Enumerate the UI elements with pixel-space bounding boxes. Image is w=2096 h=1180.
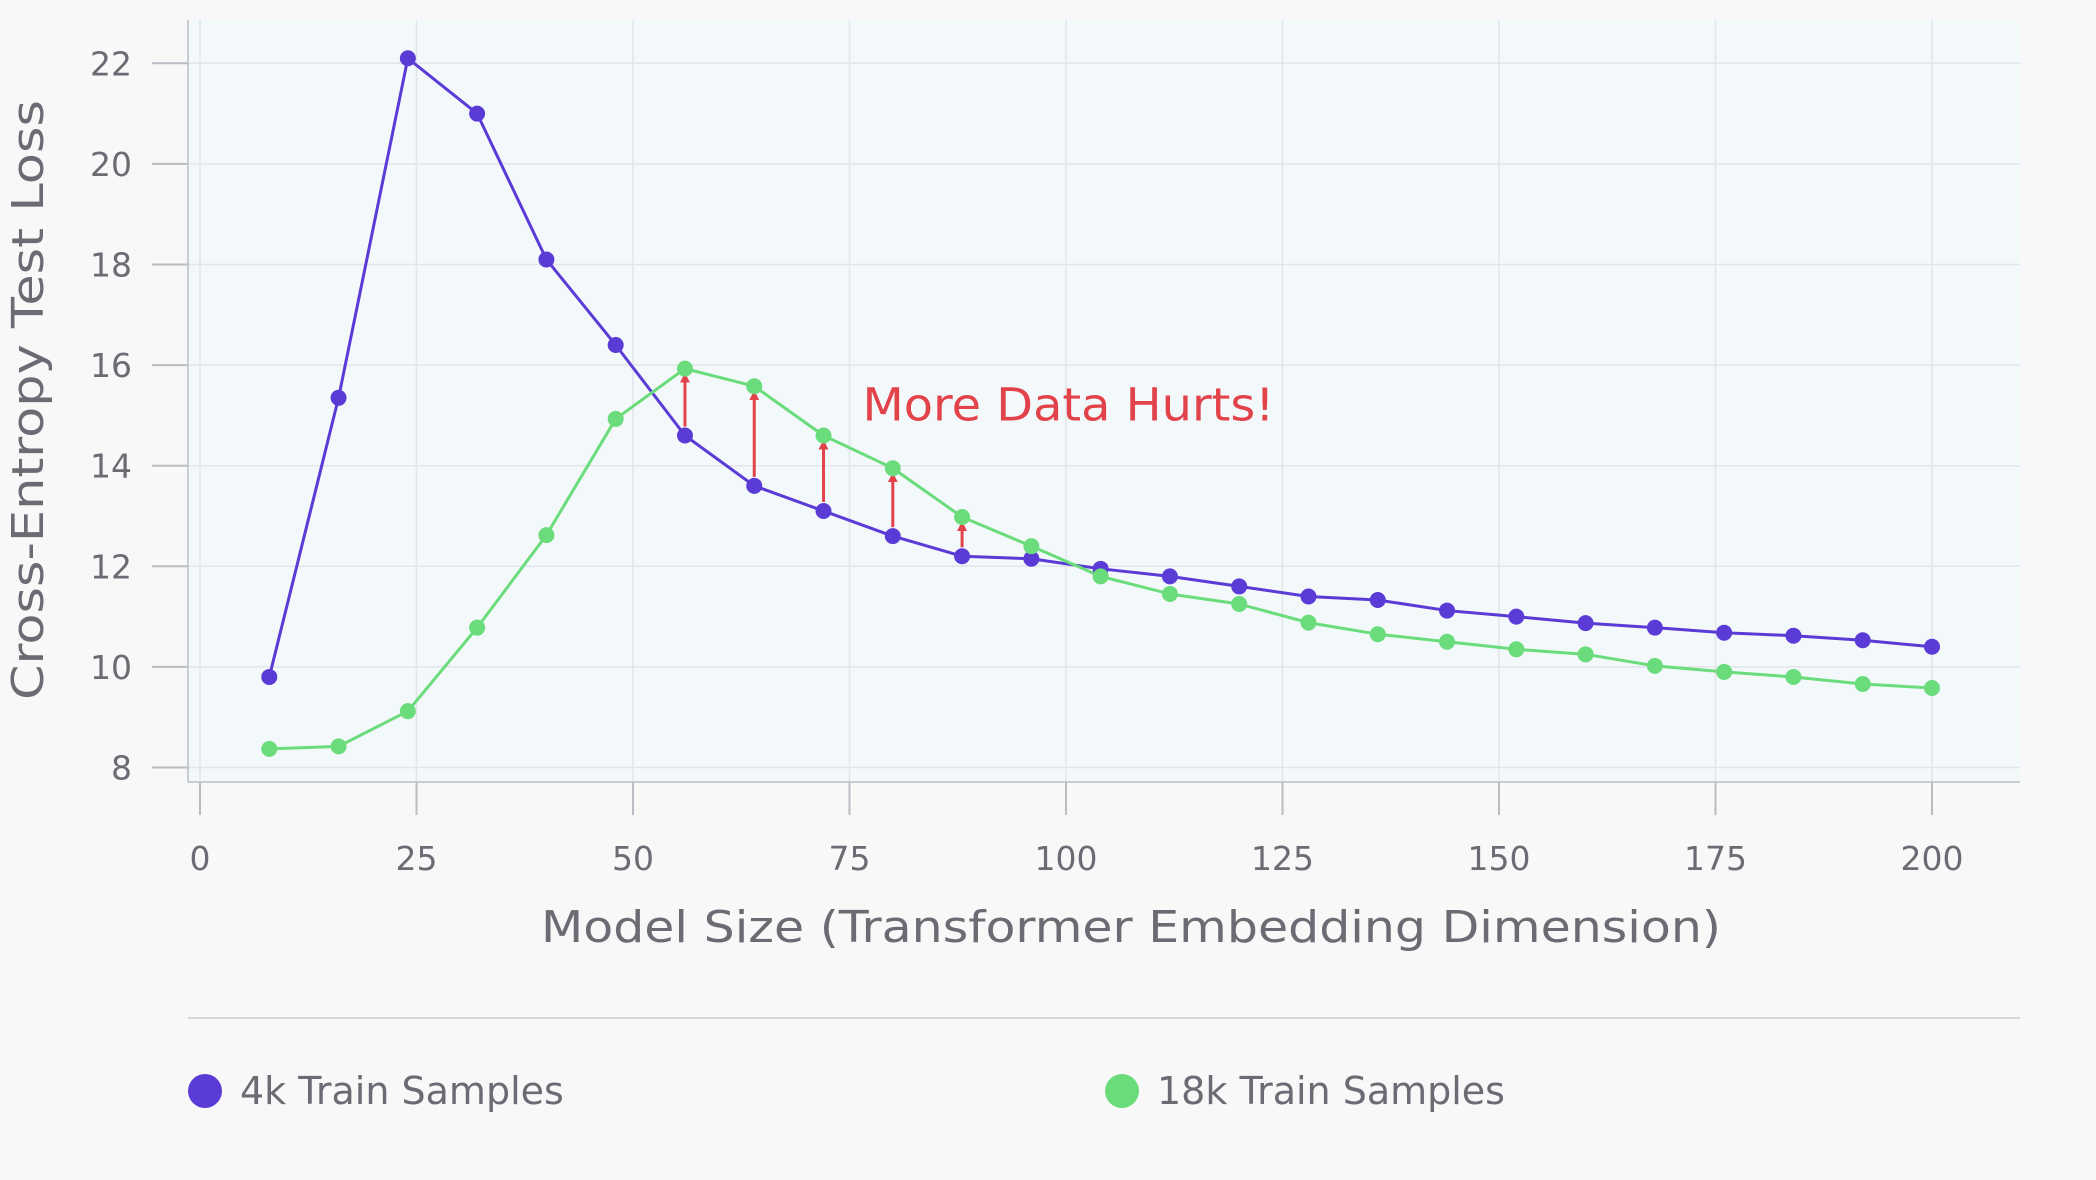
data-point-series-2 [1716,663,1733,680]
data-point-series-2 [1092,568,1109,585]
data-point-series-1 [1785,627,1802,644]
x-tick-label: 150 [1468,839,1531,878]
data-point-series-1 [676,427,693,444]
data-point-series-2 [954,509,971,526]
data-point-series-1 [261,668,278,685]
x-tick-label: 0 [190,839,211,878]
legend-marker-1 [188,1074,222,1108]
data-point-series-2 [1300,614,1317,631]
data-point-series-2 [815,427,832,444]
data-point-series-2 [884,460,901,477]
data-point-series-2 [1231,596,1248,613]
data-point-series-1 [330,389,347,406]
data-point-series-2 [330,738,347,755]
y-tick-label: 22 [90,44,132,83]
y-ticks: 8 10 12 14 16 18 20 22 [90,44,188,788]
legend: 4k Train Samples 18k Train Samples [188,1069,1505,1113]
y-tick-label: 10 [90,648,132,687]
data-point-series-1 [1023,550,1040,567]
data-point-series-1 [1646,619,1663,636]
y-tick-label: 18 [90,246,132,285]
data-point-series-1 [469,105,486,122]
data-point-series-1 [1577,615,1594,632]
annotation-label: More Data Hurts! [862,378,1274,431]
data-point-series-1 [1508,608,1525,625]
y-tick-label: 14 [90,447,132,486]
data-point-series-1 [538,251,555,268]
data-point-series-1 [884,528,901,545]
data-point-series-2 [261,740,278,757]
data-point-series-2 [1646,657,1663,674]
data-point-series-1 [1231,578,1248,595]
data-point-series-2 [1577,646,1594,663]
legend-marker-2 [1105,1074,1139,1108]
data-point-series-1 [1369,592,1386,609]
data-point-series-1 [607,336,624,353]
points [261,50,1940,757]
data-point-series-2 [1023,538,1040,555]
data-point-series-2 [676,360,693,377]
y-axis-title: Cross-Entropy Test Loss [3,100,54,700]
x-tick-label: 175 [1684,839,1747,878]
y-tick-label: 16 [90,346,132,385]
data-point-series-2 [607,410,624,427]
x-ticks: 0 25 50 75 100 125 150 175 200 [190,782,1964,878]
data-point-series-2 [399,703,416,720]
data-point-series-2 [1508,641,1525,658]
data-point-series-2 [469,619,486,636]
data-point-series-1 [1161,568,1178,585]
data-point-series-1 [815,502,832,519]
x-tick-label: 75 [829,839,871,878]
data-point-series-1 [1924,638,1940,655]
data-point-series-2 [1785,668,1802,685]
data-point-series-2 [1924,680,1940,697]
x-tick-label: 125 [1251,839,1314,878]
data-point-series-2 [1369,626,1386,643]
data-point-series-1 [746,477,763,494]
x-tick-label: 100 [1035,839,1098,878]
y-tick-label: 8 [111,749,132,788]
x-axis-title: Model Size (Transformer Embedding Dimens… [541,902,1721,953]
data-point-series-1 [1854,632,1871,649]
data-point-series-2 [1854,676,1871,693]
data-point-series-1 [1300,588,1317,605]
data-point-series-2 [1439,633,1456,650]
annotations: More Data Hurts! [862,378,1274,431]
data-point-series-1 [954,548,971,565]
legend-label-1: 4k Train Samples [240,1069,564,1113]
x-tick-label: 200 [1901,839,1964,878]
arrows [679,372,968,548]
x-tick-label: 25 [396,839,438,878]
y-tick-label: 12 [90,547,132,586]
data-point-series-1 [1716,624,1733,641]
data-point-series-1 [1439,602,1456,619]
legend-label-2: 18k Train Samples [1157,1069,1505,1113]
data-point-series-2 [538,527,555,544]
data-point-series-2 [746,378,763,395]
data-point-series-1 [399,50,416,67]
data-point-series-2 [1161,585,1178,602]
x-tick-label: 50 [612,839,654,878]
y-tick-label: 20 [90,145,132,184]
